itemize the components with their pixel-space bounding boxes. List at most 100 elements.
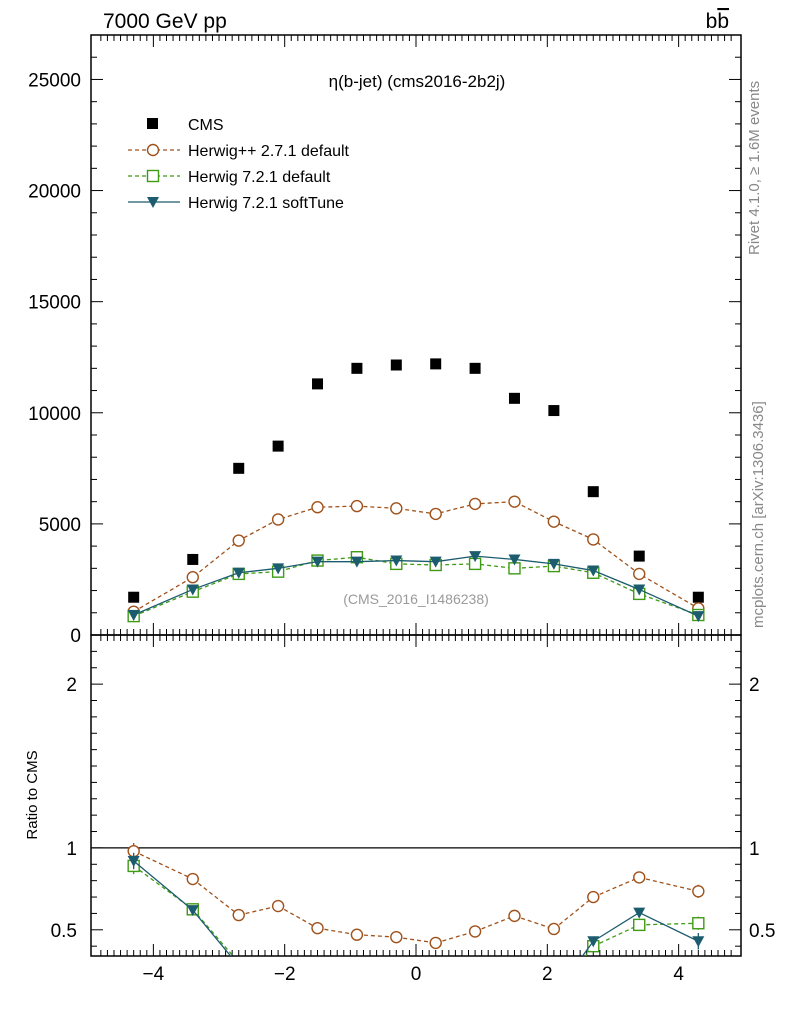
ratio-segment — [639, 922, 699, 926]
series-3 — [127, 551, 705, 623]
ratio-point — [633, 871, 646, 884]
ratio-point — [633, 907, 646, 919]
legend-marker-herwig7-default — [146, 169, 160, 183]
ratio-series-0 — [127, 842, 705, 950]
legend-label-herwig7-default: Herwig 7.2.1 default — [188, 169, 331, 186]
ratio-point — [508, 909, 521, 923]
series-2 — [127, 551, 705, 623]
rivet-label: Rivet 4.1.0, ≥ 1.6M events — [746, 81, 763, 255]
data-point — [508, 392, 520, 404]
y-tick-label: 15000 — [28, 293, 81, 314]
data-point — [233, 462, 245, 474]
data-point — [271, 513, 285, 526]
ratio-axis-label: Ratio to CMS — [24, 750, 41, 839]
ratio-segment — [239, 963, 278, 996]
ratio-point — [186, 905, 199, 917]
ratio-tick-label-right: 0.5 — [749, 921, 775, 942]
data-point — [232, 567, 245, 579]
ratio-point — [587, 936, 600, 948]
data-point — [390, 359, 402, 371]
legend-label-cms: CMS — [188, 117, 224, 134]
data-point — [272, 440, 284, 452]
legend-entry-herwig7-softtune: Herwig 7.2.1 softTune — [128, 195, 344, 212]
data-point — [692, 611, 705, 623]
data-point — [128, 591, 140, 603]
data-point — [429, 556, 442, 568]
ratio-segment — [584, 945, 594, 956]
ratio-point — [429, 936, 442, 950]
series-line — [133, 555, 699, 617]
ratio-point — [232, 908, 245, 922]
analysis-watermark: (CMS_2016_I1486238) — [343, 591, 489, 607]
y-tick-label: 10000 — [28, 404, 81, 425]
data-point — [311, 556, 324, 568]
data-point — [430, 358, 442, 370]
y-tick-label: 5000 — [39, 515, 81, 536]
process-label-b: b — [706, 10, 718, 33]
plot-title: η(b-jet) (cms2016-2b2j) — [329, 72, 506, 91]
data-point — [272, 563, 285, 575]
ratio-segment — [592, 924, 640, 947]
series-line — [133, 501, 699, 613]
x-tick-label: 2 — [542, 964, 553, 985]
data-point — [186, 571, 199, 584]
data-point — [469, 362, 481, 374]
ratio-segment — [192, 878, 240, 916]
ratio-segment — [239, 966, 278, 995]
legend-entry-cms: CMS — [147, 117, 224, 134]
series-1 — [127, 495, 705, 618]
ratio-segment — [514, 915, 555, 930]
ratio-segment — [581, 940, 594, 956]
data-point — [350, 499, 364, 513]
ratio-segment — [553, 896, 594, 930]
ratio-segment — [638, 912, 699, 942]
ratio-series-layer — [127, 842, 705, 996]
ratio-point — [692, 885, 705, 898]
ratio-segment — [133, 860, 194, 911]
data-point — [351, 362, 363, 374]
ratio-tick-label-left: 1 — [66, 839, 77, 860]
ratio-segment — [277, 905, 318, 929]
process-label-bbar: b — [717, 10, 729, 33]
data-point — [508, 554, 521, 566]
ratio-segment — [639, 876, 699, 892]
data-point — [587, 486, 599, 498]
ratio-point — [587, 890, 600, 904]
process-label: bb — [706, 10, 729, 33]
y-tick-label: 0 — [70, 626, 81, 647]
legend-entry-herwig7-default: Herwig 7.2.1 default — [128, 169, 331, 186]
data-point — [633, 584, 646, 596]
legend-marker-cms — [147, 118, 158, 129]
series-0 — [128, 358, 704, 603]
ratio-point — [233, 957, 244, 968]
ratio-segment — [592, 912, 640, 942]
data-point — [547, 515, 561, 528]
ratio-point — [186, 872, 199, 886]
data-point — [187, 553, 199, 565]
legend-label-herwigpp: Herwig++ 2.7.1 default — [188, 143, 350, 160]
data-point — [232, 534, 245, 547]
x-tick-label: −4 — [143, 964, 165, 985]
data-point — [390, 502, 403, 515]
ratio-point — [547, 922, 561, 936]
main-series-layer — [127, 358, 705, 623]
series-line — [133, 556, 699, 617]
legend-marker-herwigpp — [146, 143, 160, 157]
data-point — [469, 551, 482, 563]
ratio-tick-label-left: 2 — [66, 675, 77, 696]
x-tick-label: 4 — [673, 964, 684, 985]
data-point — [429, 507, 442, 521]
data-point — [350, 556, 363, 568]
ratio-tick-label-left: 0.5 — [51, 921, 77, 942]
x-tick-label: −2 — [274, 964, 296, 985]
ratio-segment — [593, 876, 640, 898]
ratio-point — [350, 928, 364, 941]
ratio-point — [692, 936, 705, 948]
y-tick-label: 20000 — [28, 182, 81, 203]
data-point — [468, 497, 482, 511]
x-tick-label: 0 — [411, 964, 422, 985]
ratio-point — [271, 899, 285, 913]
x-axis-ticks: −4 −2 0 2 4 — [100, 35, 732, 985]
data-point — [312, 378, 324, 390]
y-tick-label: 25000 — [28, 70, 81, 91]
